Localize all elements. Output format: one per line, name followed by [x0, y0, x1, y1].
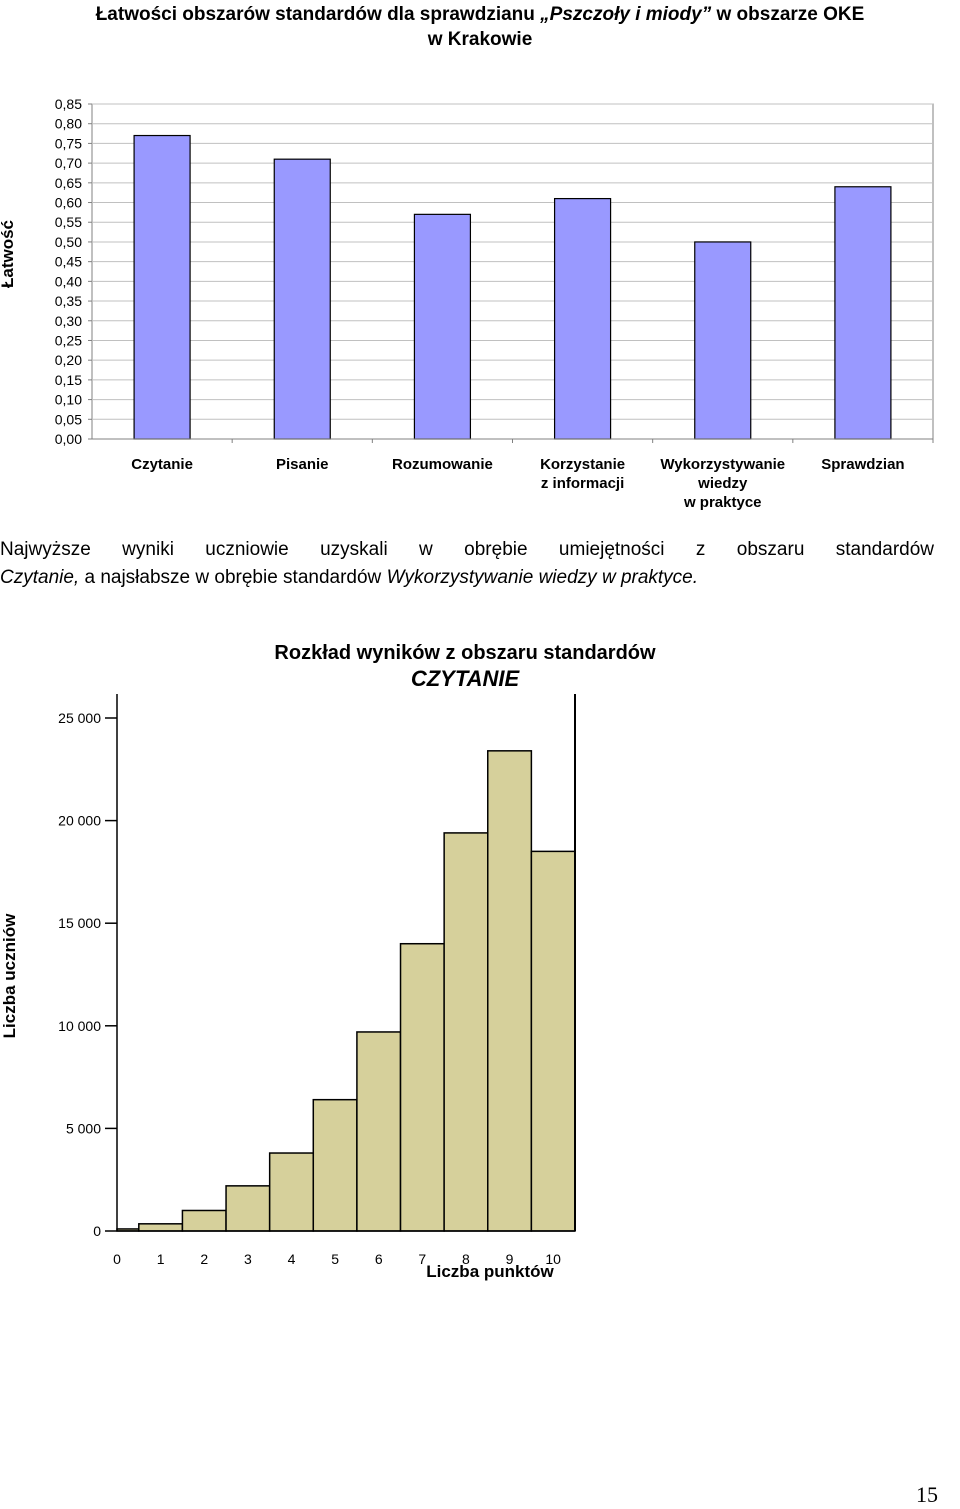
- chart1-ytick-label: 0,05: [55, 411, 82, 427]
- chart2-ytick-label: 20 000: [58, 813, 101, 829]
- chart1-ytick-label: 0,00: [55, 431, 82, 447]
- chart2-xtick-label: 9: [506, 1251, 514, 1267]
- chart1-bar: [553, 197, 612, 440]
- chart2-svg: 0 5 000 10 000 15 000 20 000 25 000 0 1 2 3 4 5 6 7 8 9…: [58, 694, 576, 1267]
- chart1-bar: [273, 158, 331, 440]
- chart2-ytick-label: 25 000: [58, 710, 101, 726]
- chart1-category-label: Sprawdzian: [821, 456, 904, 473]
- chart2-bar: [530, 850, 576, 1232]
- chart2-xtick-label: 6: [375, 1251, 383, 1267]
- chart2-bar: [268, 1152, 315, 1232]
- chart2-xtick-label: 1: [157, 1251, 165, 1267]
- chart2-bar: [181, 1209, 227, 1232]
- chart1-svg: 0,00 0,05 0,10 0,15 0,20 0,25 0,30 0,35 0,40 0,45…: [55, 96, 934, 511]
- chart2-xtick-label: 5: [331, 1251, 339, 1267]
- chart1-category-label: Korzystanie: [540, 456, 625, 473]
- chart1-ytick-label: 0,70: [55, 155, 82, 171]
- chart1-category-label: Pisanie: [276, 456, 329, 473]
- chart1-category-label: z informacji: [541, 475, 624, 492]
- chart2-ytick-label: 15 000: [58, 915, 101, 931]
- chart2-ytick-label: 10 000: [58, 1018, 101, 1034]
- chart1-ytick-label: 0,50: [55, 234, 82, 250]
- chart2-ytick-label: 5 000: [66, 1120, 101, 1136]
- chart2-xtick-label: 7: [418, 1251, 426, 1267]
- summary-paragraph: Najwyższe wyniki uczniowie uzyskali w ob…: [0, 539, 934, 588]
- chart1-plot-area: [91, 103, 934, 440]
- chart1-bar: [834, 186, 892, 440]
- chart1-ytick-label: 0,10: [55, 392, 82, 408]
- chart1-category-label: Czytanie: [131, 456, 193, 473]
- chart2-bar: [487, 750, 533, 1232]
- page-number: 15: [916, 1482, 938, 1507]
- chart2-bar: [312, 1098, 358, 1232]
- chart1-category-label: Wykorzystywanie: [660, 456, 785, 473]
- chart1-category-label: Rozumowanie: [392, 456, 493, 473]
- chart1-ytick-label: 0,35: [55, 293, 82, 309]
- chart1-ytick-label: 0,60: [55, 195, 82, 211]
- chart1-bar: [413, 213, 472, 440]
- chart1-ytick-label: 0,55: [55, 214, 82, 230]
- chart2-bar: [138, 1223, 184, 1232]
- chart1-ytick-label: 0,45: [55, 254, 82, 270]
- chart1-ytick-label: 0,75: [55, 135, 82, 151]
- chart1-ytick-label: 0,30: [55, 313, 82, 329]
- chart1-bar: [694, 241, 752, 440]
- chart1-ytick-label: 0,65: [55, 175, 82, 191]
- chart2-bar: [399, 942, 445, 1232]
- chart2-ytick-label: 0: [93, 1223, 101, 1239]
- chart1-category-label: wiedzy: [697, 475, 748, 492]
- chart1-category-label: w praktyce: [683, 494, 762, 511]
- chart2-xtick-label: 4: [288, 1251, 296, 1267]
- chart2-xtick-label: 2: [200, 1251, 208, 1267]
- chart2-xtick-label: 0: [113, 1251, 121, 1267]
- chart1-ytick-label: 0,15: [55, 372, 82, 388]
- chart2-bar: [225, 1185, 271, 1232]
- chart2-bar: [443, 832, 489, 1232]
- chart2-xtick-label: 8: [462, 1251, 470, 1267]
- chart1-ytick-label: 0,85: [55, 96, 82, 112]
- chart2-xlabel: Liczba punktów: [426, 1262, 554, 1281]
- chart1-title: Łatwości obszarów standardów dla sprawdz…: [95, 4, 865, 50]
- chart2-title: Rozkład wyników z obszaru standardów CZY…: [274, 642, 656, 691]
- chart2-xtick-label: 10: [545, 1251, 561, 1267]
- chart1-bar: [133, 134, 191, 440]
- chart1-ytick-label: 0,40: [55, 273, 82, 289]
- chart2-bar: [356, 1031, 402, 1232]
- chart1-ytick-label: 0,25: [55, 332, 82, 348]
- chart2-xtick-label: 3: [244, 1251, 252, 1267]
- chart1-ytick-label: 0,80: [55, 116, 82, 132]
- chart1-ytick-label: 0,20: [55, 352, 82, 368]
